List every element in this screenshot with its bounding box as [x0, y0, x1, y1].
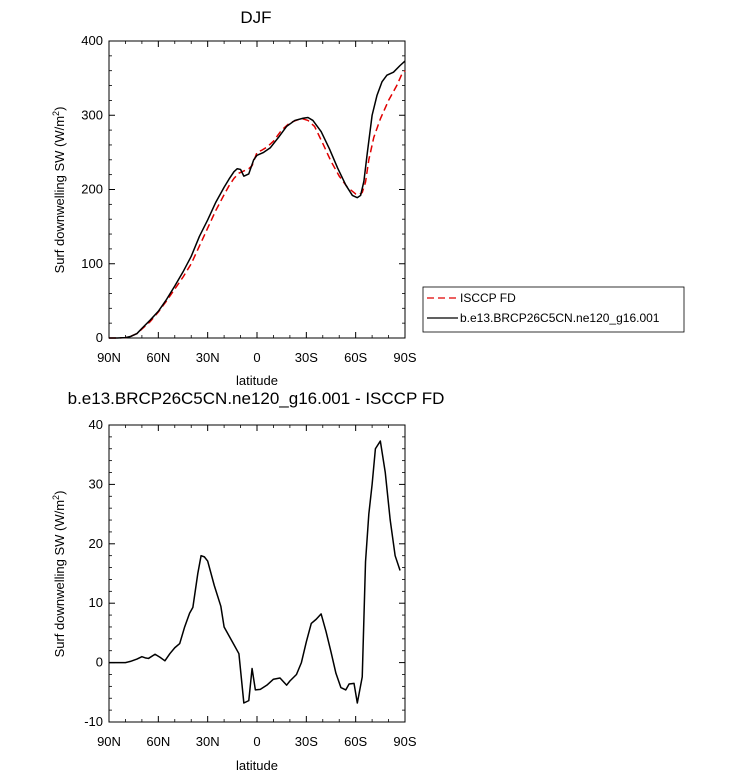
bottom-x-tick-label: 30N	[196, 734, 220, 749]
bottom-series-line-0	[109, 440, 401, 704]
top-x-tick-label: 0	[253, 350, 260, 365]
top-x-axis-label: latitude	[236, 373, 278, 388]
top-x-tick-label: 90N	[97, 350, 121, 365]
top-x-tick-label: 30N	[196, 350, 220, 365]
bottom-x-tick-label: 90S	[393, 734, 416, 749]
top-y-axis-label-sup: 2	[51, 111, 61, 116]
top-x-tick-label: 30S	[295, 350, 318, 365]
top-y-tick-label: 400	[81, 33, 103, 48]
top-x-tick-label: 60S	[344, 350, 367, 365]
bottom-x-tick-label: 0	[253, 734, 260, 749]
bottom-y-tick-label: 20	[89, 536, 103, 551]
bottom-series-lines	[109, 440, 401, 704]
bottom-y-axis-label-main: Surf downwelling SW (W/m	[52, 500, 67, 657]
legend-label-isccp: ISCCP FD	[460, 291, 516, 305]
bottom-y-axis-label: Surf downwelling SW (W/m2)	[51, 491, 67, 658]
top-y-tick-label: 0	[96, 330, 103, 345]
top-y-tick-label: 300	[81, 107, 103, 122]
top-y-axis-label-end: )	[52, 107, 67, 111]
bottom-y-tick-label: 0	[96, 655, 103, 670]
legend: ISCCP FD b.e13.BRCP26C5CN.ne120_g16.001	[422, 286, 685, 333]
top-plot-frame	[108, 40, 406, 339]
top-panel: DJF 0 100 200 300 400 90N 60N 30N 0 30S 60S 90S la…	[51, 8, 685, 388]
bottom-y-tick-label: 30	[89, 476, 103, 491]
top-chart-title: DJF	[240, 8, 271, 27]
top-y-axis-label-main: Surf downwelling SW (W/m	[52, 116, 67, 273]
bottom-y-axis-label-end: )	[52, 491, 67, 495]
bottom-y-tick-label: -10	[84, 714, 103, 729]
bottom-y-axis-label-sup: 2	[51, 495, 61, 500]
legend-label-model: b.e13.BRCP26C5CN.ne120_g16.001	[460, 311, 660, 325]
bottom-x-axis-label: latitude	[236, 758, 278, 773]
bottom-y-tick-label: 10	[89, 595, 103, 610]
bottom-chart-title: b.e13.BRCP26C5CN.ne120_g16.001 - ISCCP F…	[68, 389, 445, 408]
bottom-x-tick-label: 60N	[146, 734, 170, 749]
bottom-panel: b.e13.BRCP26C5CN.ne120_g16.001 - ISCCP F…	[51, 389, 444, 773]
top-y-tick-label: 100	[81, 256, 103, 271]
legend-box	[422, 286, 685, 333]
top-x-ticks: 90N 60N 30N 0 30S 60S 90S	[97, 41, 417, 365]
bottom-x-tick-label: 90N	[97, 734, 121, 749]
top-y-ticks: 0 100 200 300 400	[81, 33, 405, 345]
top-series-line-0	[109, 70, 406, 339]
bottom-plot-frame	[108, 424, 406, 723]
bottom-x-tick-label: 30S	[295, 734, 318, 749]
top-x-tick-label: 90S	[393, 350, 416, 365]
top-series-line-1	[109, 60, 406, 339]
bottom-x-ticks: 90N 60N 30N 0 30S 60S 90S	[97, 425, 417, 749]
bottom-y-ticks: -10 0 10 20 30 40	[84, 417, 405, 729]
top-series-lines	[109, 60, 406, 339]
bottom-x-tick-label: 60S	[344, 734, 367, 749]
top-y-tick-label: 200	[81, 182, 103, 197]
bottom-y-tick-label: 40	[89, 417, 103, 432]
top-y-axis-label: Surf downwelling SW (W/m2)	[51, 107, 67, 274]
top-x-tick-label: 60N	[146, 350, 170, 365]
